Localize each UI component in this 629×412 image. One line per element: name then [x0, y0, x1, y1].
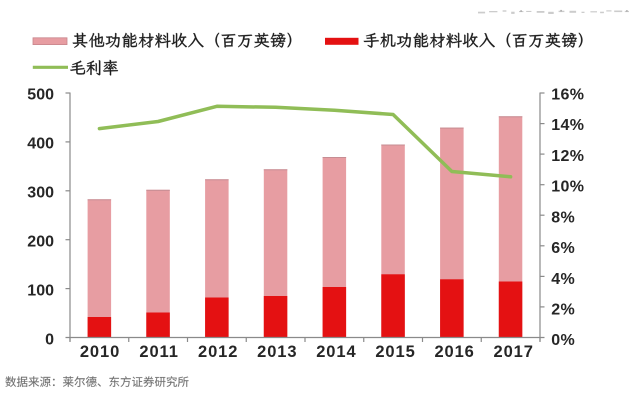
- svg-text:100: 100: [27, 283, 54, 300]
- svg-text:2011: 2011: [139, 343, 178, 361]
- svg-text:2016: 2016: [434, 343, 474, 361]
- svg-text:400: 400: [27, 135, 54, 152]
- svg-text:2015: 2015: [375, 343, 415, 361]
- svg-text:300: 300: [27, 185, 54, 202]
- svg-text:500: 500: [27, 86, 54, 103]
- svg-text:16%: 16%: [551, 86, 584, 103]
- svg-text:2014: 2014: [316, 343, 356, 361]
- svg-text:2017: 2017: [494, 343, 534, 361]
- svg-text:200: 200: [27, 234, 54, 251]
- svg-text:2%: 2%: [551, 302, 575, 319]
- svg-text:8%: 8%: [551, 209, 575, 226]
- svg-text:4%: 4%: [551, 271, 575, 288]
- svg-text:10%: 10%: [551, 179, 584, 196]
- svg-text:0%: 0%: [551, 332, 575, 349]
- svg-text:2010: 2010: [80, 343, 120, 361]
- svg-text:14%: 14%: [551, 117, 584, 134]
- svg-text:12%: 12%: [551, 148, 584, 165]
- svg-text:2013: 2013: [257, 343, 297, 361]
- svg-text:6%: 6%: [551, 240, 575, 257]
- svg-text:0: 0: [45, 332, 54, 349]
- svg-text:2012: 2012: [198, 343, 238, 361]
